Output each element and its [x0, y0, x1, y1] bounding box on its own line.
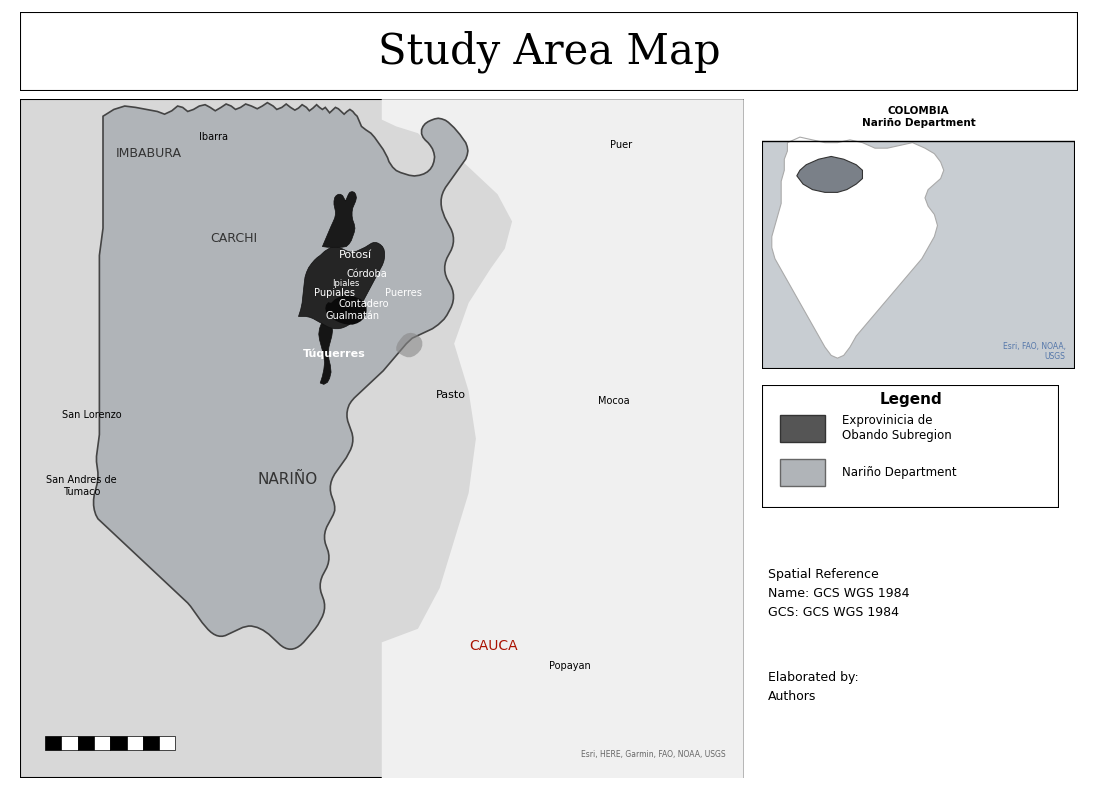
Text: San Lorenzo: San Lorenzo [63, 410, 122, 420]
Text: Spatial Reference
Name: GCS WGS 1984
GCS: GCS WGS 1984: Spatial Reference Name: GCS WGS 1984 GCS… [768, 568, 909, 619]
Text: Pupiales: Pupiales [314, 288, 355, 299]
Bar [45, 736, 61, 750]
Bar [78, 736, 94, 750]
Text: Mocoa: Mocoa [598, 396, 630, 407]
Polygon shape [796, 156, 862, 192]
Text: IMBABURA: IMBABURA [115, 147, 182, 160]
Bar [780, 459, 825, 486]
Text: Legend: Legend [879, 392, 942, 407]
Text: Puerres: Puerres [385, 288, 422, 299]
Text: Ibarra: Ibarra [200, 133, 228, 142]
Bar [762, 93, 1075, 141]
Text: Ipiales: Ipiales [332, 279, 359, 288]
Bar [94, 736, 110, 750]
Polygon shape [298, 242, 385, 329]
Text: Nariño Department: Nariño Department [842, 466, 957, 479]
Text: Elaborated by:
Authors: Elaborated by: Authors [768, 671, 859, 703]
Polygon shape [396, 333, 422, 357]
Bar [159, 736, 176, 750]
Text: Túquerres: Túquerres [303, 349, 366, 359]
Text: Potosí: Potosí [338, 250, 372, 260]
Text: Esri, HERE, Garmin, FAO, NOAA, USGS: Esri, HERE, Garmin, FAO, NOAA, USGS [581, 750, 726, 759]
Text: Study Area Map: Study Area Map [377, 30, 721, 73]
Text: Pasto: Pasto [436, 390, 465, 399]
Text: Puer: Puer [610, 140, 632, 150]
Text: Esri, FAO, NOAA,
USGS: Esri, FAO, NOAA, USGS [1003, 341, 1065, 361]
Bar [126, 736, 143, 750]
Polygon shape [323, 191, 357, 247]
Text: Contadero: Contadero [338, 299, 389, 310]
Text: San Andres de
Tumaco: San Andres de Tumaco [46, 476, 116, 497]
Text: Córdoba: Córdoba [347, 269, 387, 279]
Bar [143, 736, 159, 750]
Text: COLOMBIA
Nariño Department: COLOMBIA Nariño Department [862, 106, 975, 128]
Polygon shape [382, 99, 744, 778]
Polygon shape [319, 320, 332, 384]
Text: Gualmatán: Gualmatán [326, 311, 380, 322]
Text: Exprovinicia de
Obando Subregion: Exprovinicia de Obando Subregion [842, 414, 952, 442]
Polygon shape [326, 295, 366, 325]
Text: NARIÑO: NARIÑO [258, 472, 318, 487]
Bar [110, 736, 126, 750]
Polygon shape [93, 102, 468, 649]
Polygon shape [772, 137, 943, 358]
Text: CARCHI: CARCHI [210, 232, 257, 245]
Text: CAUCA: CAUCA [470, 638, 518, 653]
Bar [780, 414, 825, 441]
Bar [61, 736, 78, 750]
Text: Popayan: Popayan [550, 661, 591, 671]
